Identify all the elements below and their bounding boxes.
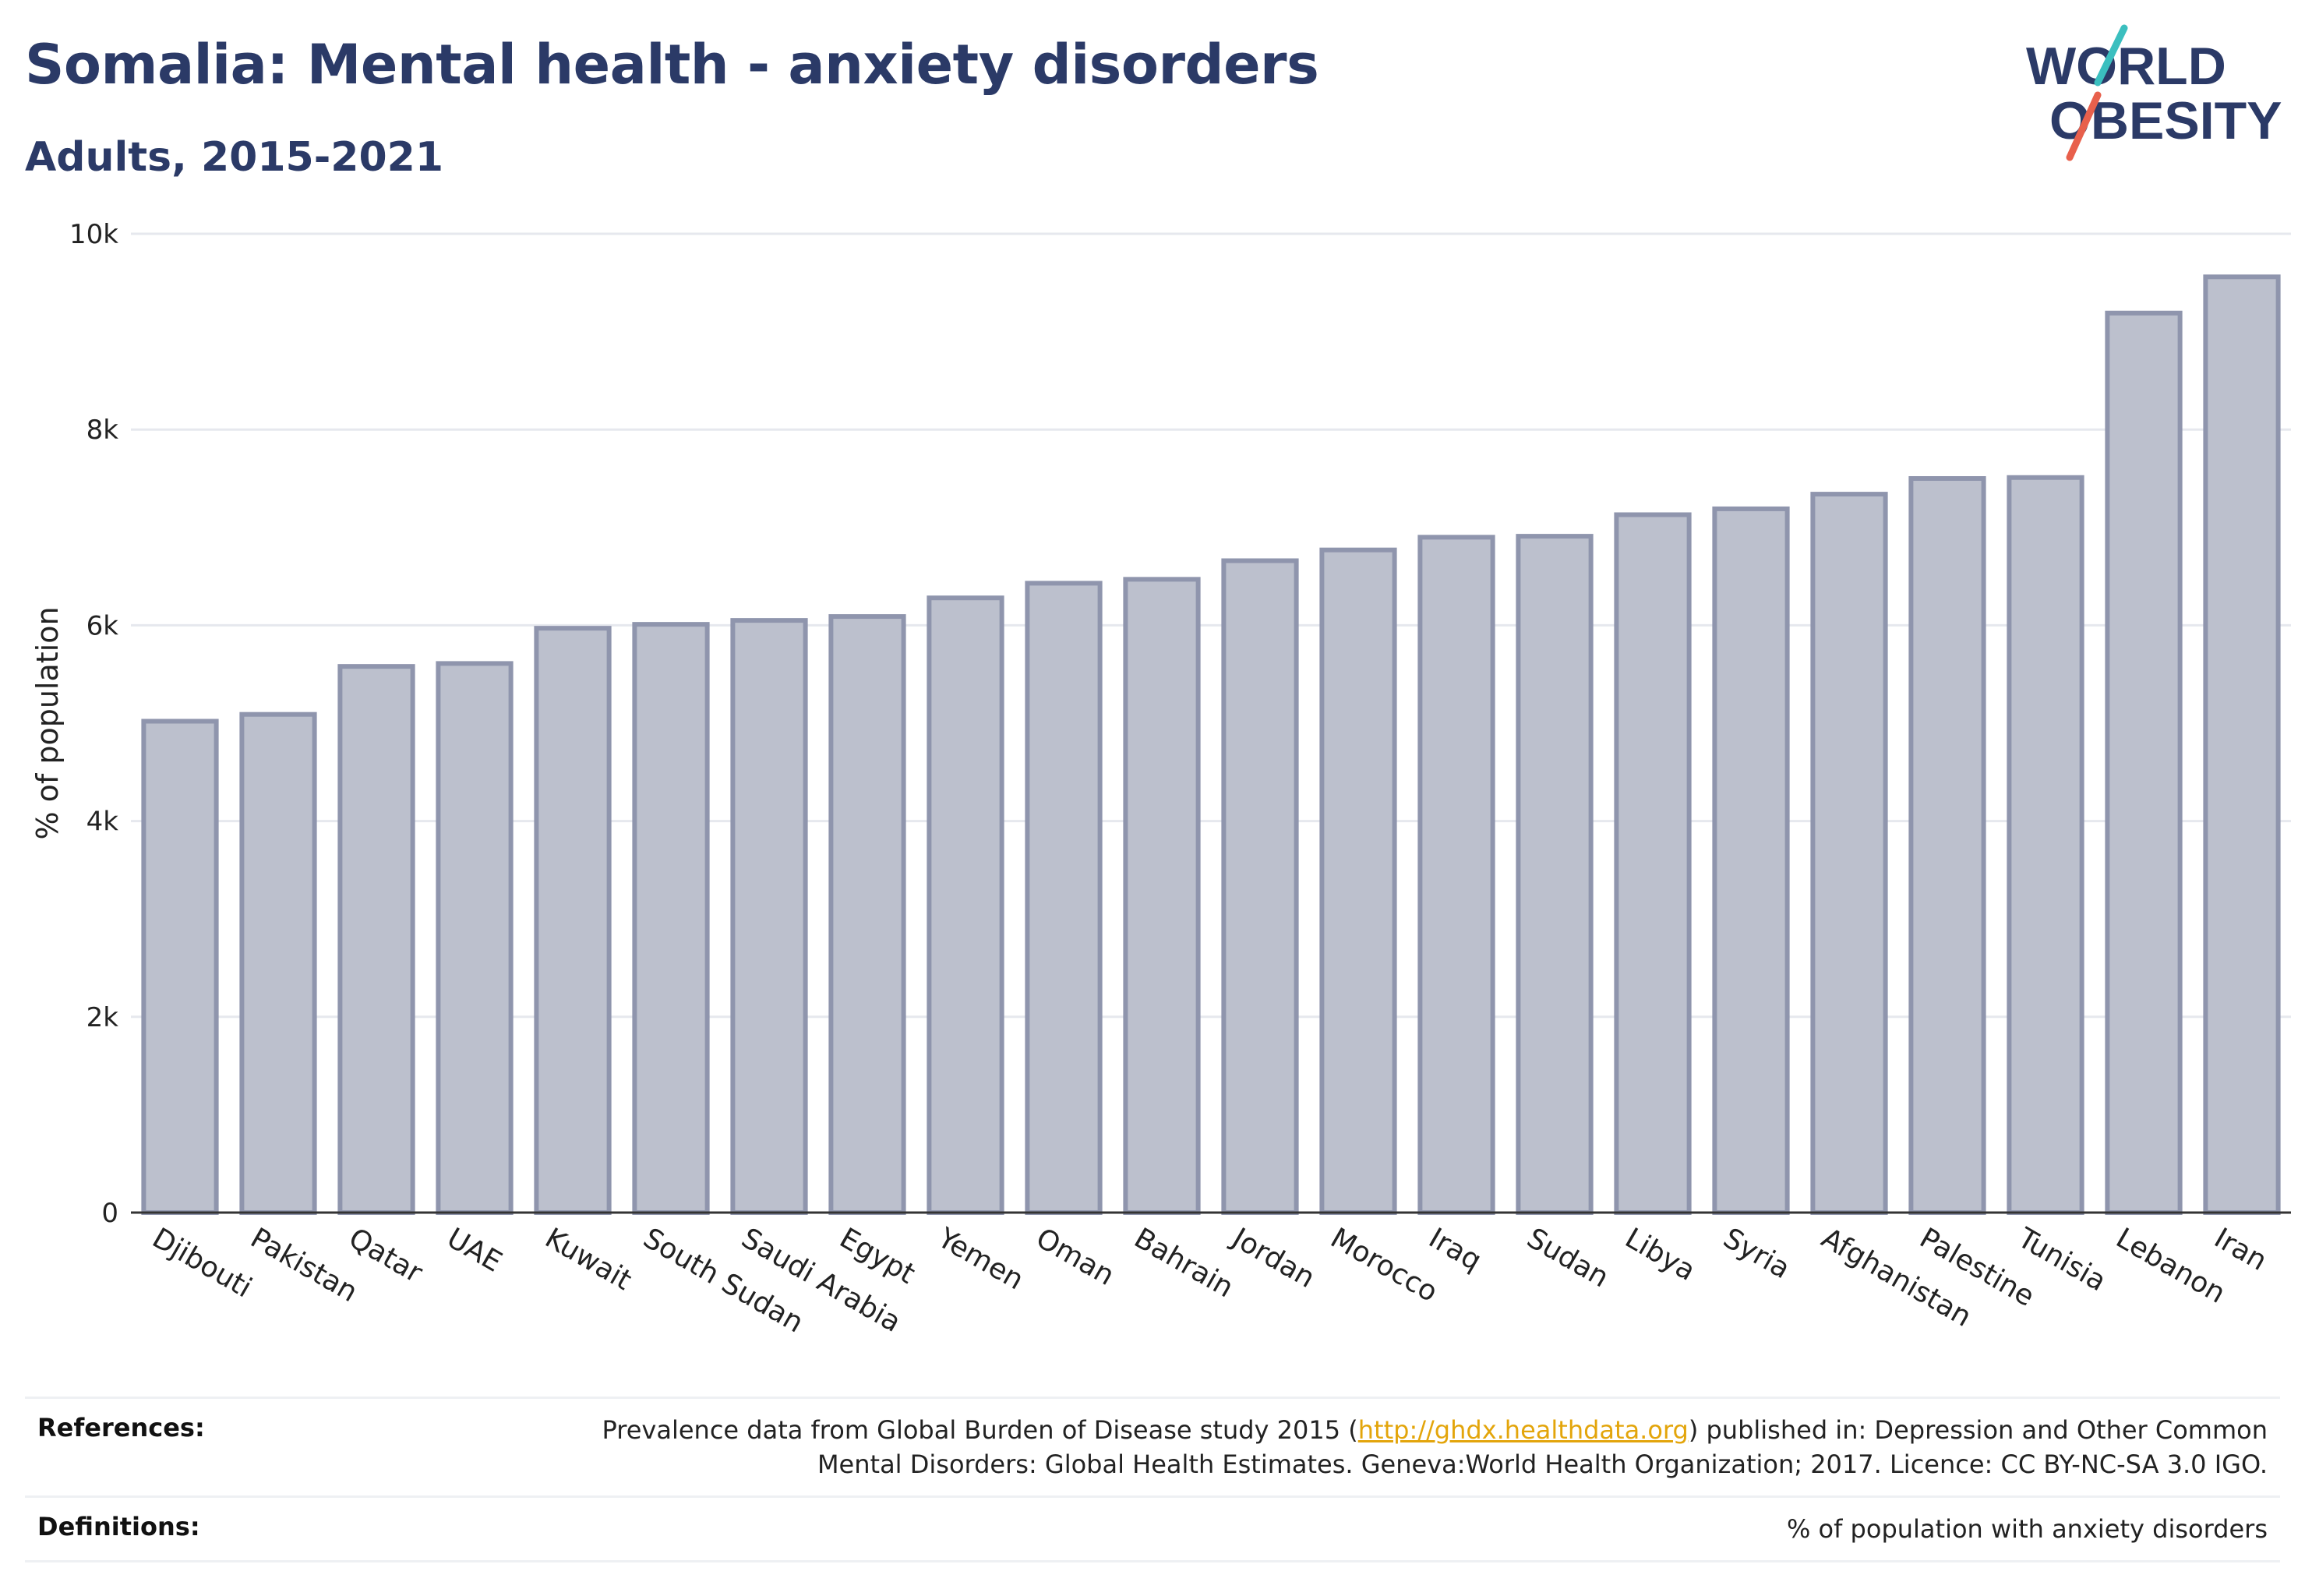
bar (1025, 581, 1103, 1215)
y-axis-title: % of population (30, 606, 65, 839)
bar (1712, 506, 1790, 1215)
bar (1614, 512, 1692, 1215)
bar (2007, 475, 2084, 1215)
references-row: References: Prevalence data from Global … (25, 1396, 2280, 1495)
bar (1123, 577, 1201, 1215)
x-tick-label: Sudan (1522, 1222, 1615, 1294)
x-tick-label: Pakistan (245, 1222, 363, 1308)
x-tick-label: UAE (442, 1222, 507, 1278)
bar (1908, 476, 1986, 1215)
references-link[interactable]: http://ghdx.healthdata.org (1357, 1415, 1689, 1445)
footer-references: References: Prevalence data from Global … (25, 1396, 2280, 1562)
y-tick-label: 4k (86, 807, 119, 838)
x-tick-label: Libya (1620, 1222, 1701, 1287)
definitions-row: Definitions: % of population with anxiet… (25, 1495, 2280, 1562)
y-tick-label: 0 (101, 1198, 118, 1229)
references-text-start: Prevalence data from Global Burden of Di… (602, 1415, 1358, 1445)
bar (239, 711, 317, 1215)
bar (141, 719, 219, 1215)
x-tick-label: Oman (1031, 1222, 1120, 1292)
world-obesity-logo: WORLD OBESITY (2026, 24, 2282, 161)
logo-slash-teal-icon (2094, 24, 2128, 87)
bar (1417, 535, 1495, 1215)
y-tick-label: 8k (86, 415, 119, 446)
bar (436, 661, 514, 1215)
x-tick-label: Iran (2209, 1222, 2272, 1277)
references-label: References: (37, 1413, 205, 1442)
bar (632, 622, 710, 1215)
y-tick-label: 6k (86, 610, 119, 641)
bar (337, 664, 415, 1215)
bar (1810, 492, 1888, 1215)
y-tick-label: 2k (86, 1002, 119, 1033)
x-tick-label: Lebanon (2111, 1222, 2231, 1310)
definitions-text: % of population with anxiety disorders (1786, 1514, 2268, 1544)
x-tick-label: Iraq (1424, 1222, 1487, 1277)
x-tick-label: Yemen (932, 1222, 1029, 1297)
bar (2105, 310, 2183, 1216)
x-tick-label: Morocco (1325, 1222, 1443, 1308)
bar (730, 618, 808, 1215)
logo-line-1: WORLD (2026, 37, 2226, 96)
bar (1221, 558, 1299, 1215)
y-tick-label: 10k (69, 219, 118, 250)
chart-subtitle: Adults, 2015-2021 (25, 134, 444, 181)
x-tick-label: Djibouti (147, 1222, 257, 1304)
chart-title: Somalia: Mental health - anxiety disorde… (25, 33, 1319, 97)
references-text-line2: Mental Disorders: Global Health Estimate… (817, 1449, 2268, 1479)
bar (1319, 547, 1397, 1215)
references-text: Prevalence data from Global Burden of Di… (602, 1413, 2268, 1481)
x-tick-label: Kuwait (540, 1222, 637, 1297)
bar (1516, 534, 1594, 1215)
bar (534, 626, 612, 1215)
x-tick-label: Jordan (1226, 1221, 1320, 1294)
bar (927, 595, 1004, 1215)
references-text-end: ) published in: Depression and Other Com… (1688, 1415, 2268, 1445)
logo-slash-coral-icon (2066, 91, 2102, 161)
bar (2203, 274, 2281, 1215)
x-tick-label: Bahrain (1129, 1222, 1239, 1304)
definitions-label: Definitions: (37, 1512, 200, 1541)
bar (828, 614, 906, 1215)
x-tick-label: Syria (1718, 1222, 1795, 1285)
